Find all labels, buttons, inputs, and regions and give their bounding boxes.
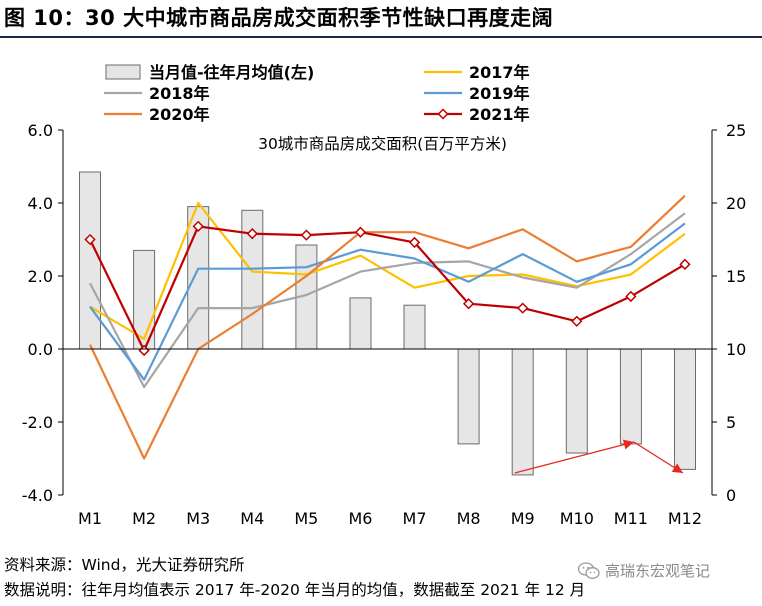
bar-M8 xyxy=(457,348,480,445)
wechat-icon xyxy=(578,561,600,579)
right-tick-label: 25 xyxy=(726,121,746,140)
legend-swatch-bar xyxy=(105,64,141,80)
marker-s2021-M8 xyxy=(462,298,475,310)
line-s2018 xyxy=(89,212,686,389)
right-tick-label: 5 xyxy=(726,413,736,432)
marker-s2021-M10 xyxy=(571,315,583,327)
bar-M9 xyxy=(511,348,534,476)
x-tick-label-M2: M2 xyxy=(132,509,156,528)
right-tick-label: 15 xyxy=(726,267,746,286)
left-tick-label: -2.0 xyxy=(22,413,53,432)
left-tick-label: 0.0 xyxy=(28,340,53,359)
x-tick-label-M8: M8 xyxy=(457,509,481,528)
x-tick-label-M12: M12 xyxy=(668,509,702,528)
legend-label-s2020: 2020年 xyxy=(149,105,210,124)
x-tick-label-M3: M3 xyxy=(186,509,210,528)
x-tick-label-M1: M1 xyxy=(78,509,102,528)
legend-label-s2021: 2021年 xyxy=(469,105,530,124)
legend-label-s2017: 2017年 xyxy=(469,63,530,82)
left-tick-label: 2.0 xyxy=(28,267,53,286)
marker-s2021-M5 xyxy=(300,229,313,241)
right-tick-label: 10 xyxy=(726,340,746,359)
x-tick-label-M4: M4 xyxy=(240,509,264,528)
bar-M11 xyxy=(619,348,642,445)
watermark-text: 高瑞东宏观笔记 xyxy=(605,562,711,580)
explain-note: 数据说明：往年月均值表示 2017 年-2020 年当月的均值，数据截至 202… xyxy=(4,581,586,599)
watermark: 高瑞东宏观笔记 xyxy=(578,560,710,581)
line-s2017 xyxy=(89,201,686,340)
annotation-arrow-1-head xyxy=(622,439,634,450)
bar-M7 xyxy=(403,304,426,350)
x-tick-label-M6: M6 xyxy=(348,509,372,528)
legend-marker-s2021 xyxy=(437,108,449,120)
left-tick-label: -4.0 xyxy=(22,486,53,505)
bar-M1 xyxy=(79,171,101,350)
x-tick-label-M7: M7 xyxy=(403,509,427,528)
legend-label-s2019: 2019年 xyxy=(469,84,530,103)
x-tick-label-M10: M10 xyxy=(560,509,594,528)
figure-title: 图 10：30 大中城市商品房成交面积季节性缺口再度走阔 xyxy=(4,6,554,30)
marker-s2021-M9 xyxy=(517,302,529,314)
x-tick-label-M11: M11 xyxy=(614,509,648,528)
annotation-arrow-2-head xyxy=(671,463,683,473)
marker-s2021-M4 xyxy=(246,227,258,240)
legend-label-s2018: 2018年 xyxy=(149,84,210,103)
marker-s2021-M3 xyxy=(192,220,204,233)
title-rule xyxy=(0,36,762,38)
annotation-arrow-1-shaft xyxy=(514,441,635,474)
marker-s2021-M11 xyxy=(625,290,637,303)
bar-M6 xyxy=(349,297,372,350)
left-tick-label: 6.0 xyxy=(28,121,53,140)
line-s2021 xyxy=(89,225,686,352)
legend-label-bar: 当月值-往年月均值(左) xyxy=(149,63,314,82)
line-s2019 xyxy=(89,222,686,381)
axes: -4.0 -2.0 0.0 2.0 4.0 6.0 0 5 10 15 20 25 M1 M2 M3 M4 M5… xyxy=(22,121,747,528)
bar-M10 xyxy=(565,348,588,454)
right-tick-label: 0 xyxy=(726,486,736,505)
line-series-group xyxy=(84,194,691,460)
chart-title: 30城市商品房成交面积(百万平方米) xyxy=(258,135,507,153)
legend: 当月值-往年月均值(左) 2017年 2018年 2019年 2020年 2021年 xyxy=(104,63,530,124)
marker-s2021-M1 xyxy=(84,233,96,246)
bar-series xyxy=(79,171,696,476)
annotations xyxy=(514,439,684,474)
chart: -4.0 -2.0 0.0 2.0 4.0 6.0 0 5 10 15 20 25 M1 M2 M3 M4 M5… xyxy=(22,63,747,528)
bar-M12 xyxy=(674,348,696,470)
marker-s2021-M7 xyxy=(408,236,421,249)
right-tick-label: 20 xyxy=(726,194,746,213)
line-s2020 xyxy=(89,194,686,460)
marker-s2021-M12 xyxy=(679,258,691,270)
marker-s2021-M6 xyxy=(354,226,367,238)
left-tick-label: 4.0 xyxy=(28,194,53,213)
x-tick-label-M9: M9 xyxy=(511,509,535,528)
x-tick-label-M5: M5 xyxy=(294,509,318,528)
source-note: 资料来源：Wind，光大证券研究所 xyxy=(4,556,245,574)
